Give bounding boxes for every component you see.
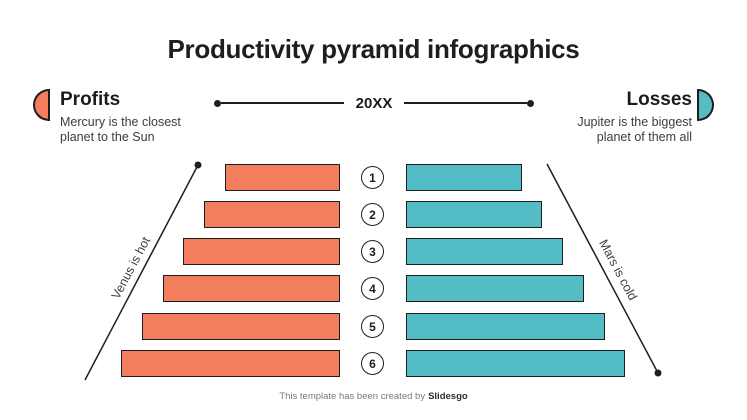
right-diagonal-line xyxy=(546,163,659,374)
losses-description: Jupiter is the biggest planet of them al… xyxy=(577,115,692,144)
losses-header: Losses Jupiter is the biggest planet of … xyxy=(577,89,692,144)
level-badge-6: 6 xyxy=(361,352,384,375)
profits-header: Profits Mercury is the closest planet to… xyxy=(60,89,181,144)
footer-brand: Slidesgo xyxy=(428,391,468,402)
slide-title: Productivity pyramid infographics xyxy=(167,34,580,64)
timeline-line-left xyxy=(221,102,344,104)
profits-description-line2: planet to the Sun xyxy=(60,129,155,144)
timeline-left-dot xyxy=(214,99,221,107)
profits-description: Mercury is the closest planet to the Sun xyxy=(60,115,181,144)
loss-bar-2 xyxy=(406,201,542,228)
mars-line-label: Mars is cold xyxy=(596,237,640,303)
profit-bar-4 xyxy=(163,275,340,302)
timeline-line-right xyxy=(404,102,528,104)
level-number-1: 1 xyxy=(369,170,376,185)
venus-line-label: Venus is hot xyxy=(108,234,154,302)
loss-bar-4 xyxy=(406,275,584,302)
footer-text: This template has been created by xyxy=(279,391,426,402)
left-diagonal-dot xyxy=(194,161,202,169)
level-badge-1: 1 xyxy=(361,166,384,189)
right-diagonal-dot xyxy=(654,369,662,377)
profits-description-line1: Mercury is the closest xyxy=(60,115,181,129)
footer-credit: This template has been created by Slidesg… xyxy=(0,391,747,402)
timeline: 20XX xyxy=(214,94,535,112)
loss-bar-3 xyxy=(406,238,563,265)
level-number-5: 5 xyxy=(369,319,376,334)
profit-bar-1 xyxy=(225,164,340,191)
level-badge-5: 5 xyxy=(361,315,384,338)
left-diagonal-line xyxy=(84,164,199,381)
profit-bar-3 xyxy=(183,238,340,265)
level-badge-3: 3 xyxy=(361,240,384,263)
losses-description-line1: Jupiter is the biggest xyxy=(577,115,692,129)
profit-bar-5 xyxy=(142,313,340,340)
timeline-right-dot xyxy=(527,99,535,107)
loss-bar-6 xyxy=(406,350,625,377)
losses-description-line2: planet of them all xyxy=(596,129,692,144)
profits-semicircle-icon xyxy=(33,89,50,121)
level-number-6: 6 xyxy=(369,356,376,371)
level-badge-2: 2 xyxy=(361,203,384,226)
level-badge-4: 4 xyxy=(361,277,384,300)
loss-bar-1 xyxy=(406,164,522,191)
level-number-2: 2 xyxy=(369,207,376,222)
level-number-3: 3 xyxy=(369,244,376,259)
losses-semicircle-icon xyxy=(697,89,714,121)
level-number-4: 4 xyxy=(369,281,376,296)
profit-bar-6 xyxy=(121,350,340,377)
losses-label: Losses xyxy=(626,89,692,110)
profits-label: Profits xyxy=(60,89,121,110)
loss-bar-5 xyxy=(406,313,605,340)
profit-bar-2 xyxy=(204,201,340,228)
timeline-year: 20XX xyxy=(355,94,393,112)
